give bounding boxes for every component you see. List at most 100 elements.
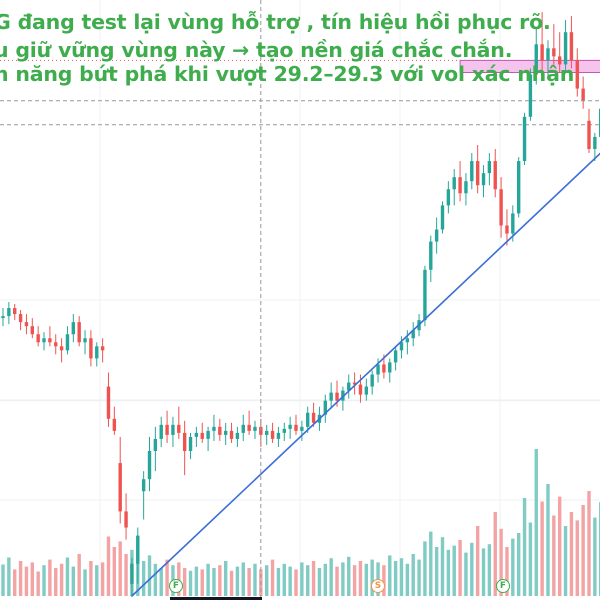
volume-bar: [182, 568, 187, 596]
volume-bar: [306, 565, 310, 596]
candle-body: [24, 322, 29, 327]
candle-body: [522, 116, 527, 162]
volume-bar: [434, 547, 439, 596]
annotation-line-2[interactable]: u giữ vững vùng này → tạo nền giá chắc c…: [0, 38, 513, 62]
volume-bar: [112, 547, 117, 596]
candle-body: [575, 60, 579, 89]
volume-bar: [317, 568, 322, 596]
volume-bar: [147, 555, 152, 596]
volume-bar: [42, 565, 46, 596]
volume-bar: [487, 544, 492, 596]
volume-bar: [311, 561, 316, 596]
candle-body: [540, 44, 544, 61]
volume-bar: [552, 515, 556, 596]
volume-bar: [470, 542, 474, 596]
candle-body: [364, 386, 369, 395]
candle-body: [475, 161, 480, 186]
volume-bar: [569, 512, 574, 596]
volume-bar: [71, 566, 76, 596]
volume-bar: [13, 569, 17, 596]
trendline-layer[interactable]: [131, 152, 600, 597]
candle-body: [100, 346, 105, 351]
volume-bar: [329, 558, 333, 596]
volume-bar: [417, 559, 421, 596]
candle-body: [235, 432, 240, 439]
volume-bar: [153, 563, 158, 596]
support-trendline[interactable]: [131, 152, 600, 597]
candle-body: [534, 44, 538, 75]
candle-body: [118, 463, 122, 512]
volume-bar: [1, 564, 5, 596]
volume-bar: [593, 517, 597, 596]
annotation-line-1[interactable]: G đang test lại vùng hỗ trợ , tín hiệu h…: [0, 10, 551, 34]
volume-bar: [352, 565, 357, 596]
candle-body: [388, 362, 392, 373]
candle-body: [493, 161, 497, 190]
annotation-line-3[interactable]: n năng bứt phá khi vượt 29.2–29.3 với vo…: [0, 62, 575, 86]
candle-body: [71, 322, 76, 335]
candle-body: [569, 32, 574, 61]
volume-bar: [534, 449, 538, 596]
volume-bar: [493, 512, 497, 596]
volume-bar: [165, 559, 169, 596]
candle-body: [1, 316, 5, 319]
volume-bar: [54, 568, 58, 596]
candle-body: [300, 426, 304, 431]
candle-body: [229, 430, 234, 439]
volume-bar: [212, 568, 216, 596]
candle-body: [499, 189, 503, 226]
candle-body: [36, 334, 40, 343]
candle-body: [429, 241, 433, 270]
volume-bar: [516, 533, 521, 596]
financials-event-icon[interactable]: F: [169, 579, 183, 593]
volume-bar: [452, 545, 456, 596]
volume-bar: [505, 547, 509, 596]
candle-body: [358, 384, 363, 395]
candle-body: [446, 189, 451, 206]
candle-body: [352, 382, 357, 385]
volume-bar: [276, 568, 281, 596]
financials-event-icon[interactable]: F: [496, 579, 510, 593]
volume-bar: [89, 561, 93, 596]
volume-bar: [405, 563, 410, 596]
candle-body: [223, 430, 228, 435]
candle-body: [587, 120, 591, 149]
split-event-icon[interactable]: S: [371, 579, 385, 593]
candle-body: [30, 326, 34, 335]
candle-body: [124, 511, 128, 528]
candle-body: [218, 426, 222, 435]
volume-bar: [446, 549, 451, 596]
volume-bar: [265, 565, 269, 596]
candle-body: [212, 426, 216, 431]
candle-body: [7, 308, 11, 317]
candle-body: [141, 479, 146, 492]
volume-bar: [159, 568, 163, 596]
volume-bar: [575, 520, 579, 596]
candle-body: [347, 382, 351, 391]
candle-body: [294, 424, 298, 431]
candle-body: [89, 338, 93, 359]
candle-body: [487, 161, 492, 174]
volume-bar: [528, 522, 533, 596]
candle-body: [581, 88, 585, 101]
candle-body: [516, 161, 521, 214]
time-scrollbar[interactable]: [170, 597, 262, 600]
volume-bar: [335, 566, 339, 596]
volume-bar: [95, 565, 99, 596]
volume-bar: [475, 526, 480, 596]
volume-bar: [83, 569, 87, 596]
volume-bar: [587, 491, 591, 596]
candle-body: [546, 48, 550, 61]
candle-body: [153, 438, 158, 452]
candle-body: [552, 48, 556, 57]
candle-body: [558, 56, 562, 65]
candle-body: [481, 173, 486, 186]
candle-body: [563, 32, 568, 65]
volume-bar: [323, 563, 327, 596]
candle-body: [511, 213, 515, 234]
volume-bar: [106, 536, 111, 596]
